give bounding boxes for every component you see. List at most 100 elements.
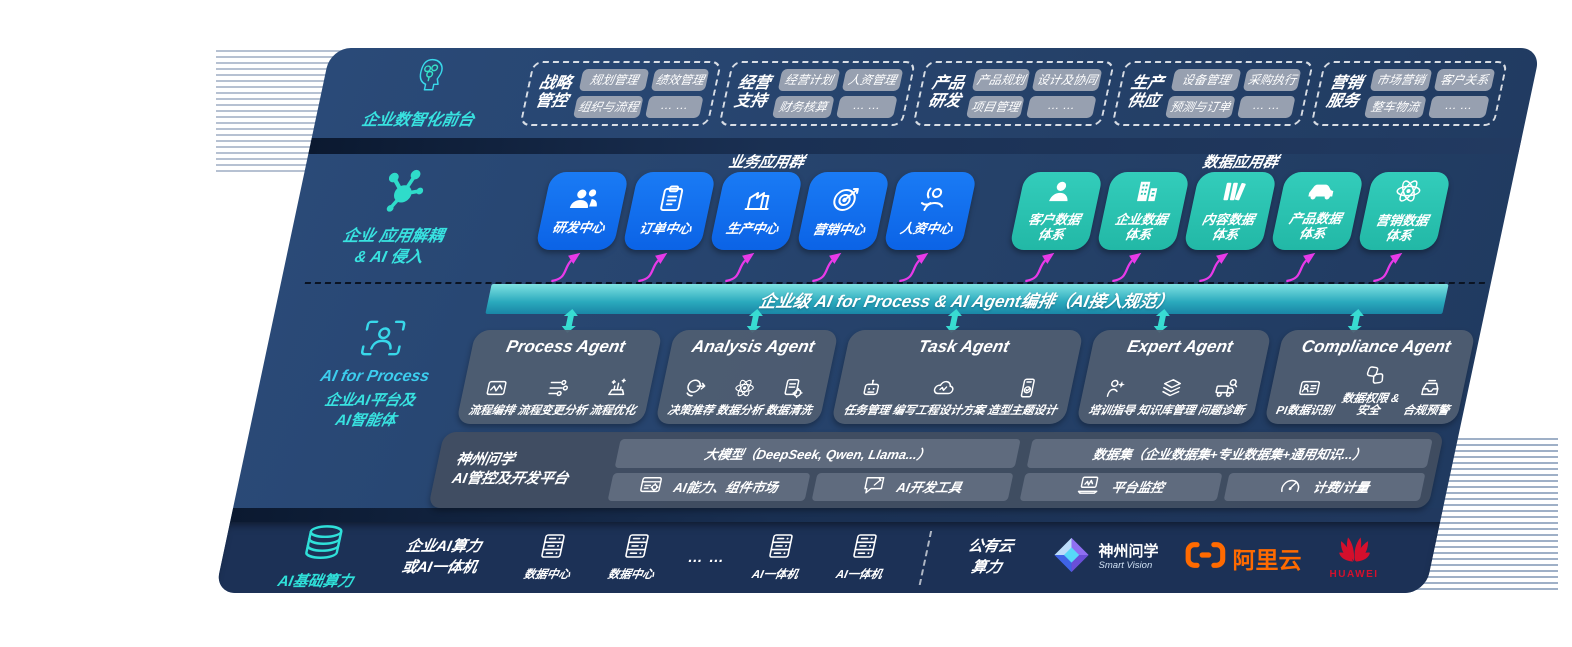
enterprise-compute-label: 企业AI算力 或AI一体机 [400,538,484,576]
card-cell: 生产中心 [702,172,804,282]
ellipsis-label: … … [686,549,727,566]
magenta-arrow [1373,252,1403,282]
app-layer-label-block: 企业 应用解耦 & AI 侵入 [281,154,513,282]
agent-item: 流程变更分析 [516,377,594,418]
flow-orchestration-icon [483,377,510,403]
smartvision-diamond-icon [1053,536,1091,579]
tag: … … [835,95,898,118]
tag: 项目管理 [966,95,1025,118]
layer-edge-strip [308,138,1522,154]
agent-item: 培训指导 [1087,377,1142,418]
customer-icon [1045,179,1075,208]
infra-node: 数据中心 [509,533,591,582]
clipboard-icon [656,185,687,217]
model-bar: 大模型（DeepSeek, Qwen, Llama...） [614,439,1021,468]
front-office-label-block: 企业数智化前台 [313,56,534,130]
alert-tray-icon [1417,377,1444,403]
tag: … … [1237,95,1296,118]
group-strategy: 战略 管控 规划管理 绩效管理 组织与流程 … … [519,60,723,126]
training-icon [1103,377,1130,403]
ai-label-line1: AI for Process [318,368,432,385]
app-layer-label-line1: 企业 应用解耦 [341,227,446,245]
infra-label: AI基础算力 [276,573,355,590]
platform-data-column: 数据集（企业数据集+专业数据集+通用知识...） 平台监控 计费/计量 [1019,439,1433,501]
id-card-icon [1295,377,1322,403]
agents-row: Process Agent 流程编排 流程变更分析 流程优化 [455,330,1477,424]
magenta-arrow [638,252,668,282]
knowledge-layers-icon [1157,377,1184,403]
tag: 绩效管理 [650,68,710,91]
huawei-logo: HUAWEI [1330,535,1379,580]
group-title: 产品 研发 [926,75,967,110]
tag: 规划管理 [578,68,650,91]
card-cell: 客户数据体系 [1002,172,1104,282]
ai-layer-label-block: AI for Process 企业AI平台及 AI智能体 [283,318,467,432]
card-hr-center: 人资中心 [882,172,978,250]
infra-label-block: AI基础算力 [265,524,375,591]
tag: 整车物流 [1364,95,1427,118]
card-cell: 订单中心 [615,172,717,282]
group-operation: 经营 支持 经营计划 人资管理 财务核算 … … [718,60,917,126]
magenta-arrow [899,252,929,282]
tag: 产品规划 [971,68,1031,91]
platform-label-line2: AI管控及开发平台 [450,471,570,487]
magenta-arrow [1199,252,1229,282]
infra-node: AI一体机 [737,533,819,582]
double-arrow-icon [476,309,664,333]
card-cell: 研发中心 [528,172,630,282]
ai-devtool: AI开发工具 [811,472,1014,501]
card-customer-data: 客户数据体系 [1008,172,1104,250]
group-title: 战略 管控 [533,75,574,110]
aliyun-bracket-icon [1185,541,1227,575]
building-icon [1132,179,1162,208]
card-marketing-data: 营销数据体系 [1356,172,1452,250]
tag: 财务核算 [772,95,835,118]
diagram-panel: 企业数智化前台 战略 管控 规划管理 绩效管理 组织与流程 … … [215,48,1541,593]
agent-item: 问题诊断 [1197,377,1252,418]
flow-optimize-icon [604,377,631,403]
magenta-arrow [1025,252,1055,282]
agent-item: PI数据识别 [1275,377,1341,418]
platform-bar: 神州问学 AI管控及开发平台 大模型（DeepSeek, Qwen, Llama… [428,432,1445,508]
data-app-group: 数据应用群 客户数据体系 企业数据体系 [1002,154,1455,282]
public-cloud-label: 公有云 算力 [966,538,1016,576]
agent-item: 决策推荐 [666,377,721,418]
atom-icon [1392,178,1425,209]
infra-layer: AI基础算力 企业AI算力 或AI一体机 数据中心 数据中心 … … AI一体机 [215,522,1441,593]
layer-edge-strip [230,508,1444,522]
dashed-divider [918,530,933,585]
magenta-arrow [725,252,755,282]
app-layer-label-line2: & AI 侵入 [353,248,425,266]
decision-icon [682,377,709,403]
group-product-rd: 产品 研发 产品规划 设计及协同 项目管理 … … [912,60,1116,126]
double-arrow-icon [661,309,849,333]
car-icon [1303,180,1339,207]
factory-icon [741,186,776,217]
card-rd-center: 研发中心 [534,172,630,250]
agent-item: 任务管理 [842,377,897,418]
agent-item: 编写工程设计方案 [891,377,992,418]
engineering-doc-icon [929,377,958,403]
component-market-icon [637,475,664,498]
infra-node: 数据中心 [593,533,675,582]
tag: 客户关系 [1433,68,1496,91]
infra-node: AI一体机 [821,533,903,582]
magenta-arrow [551,252,581,282]
flow-change-icon [543,377,570,403]
platform-model-column: 大模型（DeepSeek, Qwen, Llama...） AI能力、组件市场 … [607,439,1021,501]
card-content-data: 内容数据体系 [1182,172,1278,250]
group-marketing-service: 营销 服务 市场营销 客户关系 整车物流 … … [1310,60,1509,126]
tag: … … [1026,95,1097,118]
tag: 组织与流程 [573,95,644,118]
card-cell: 内容数据体系 [1176,172,1278,282]
server-icon [621,533,653,562]
magenta-arrow [1112,252,1142,282]
person-scan-icon [356,318,410,363]
platform-monitor-tool: 平台监控 [1019,472,1223,501]
metering-tool: 计费/计量 [1223,472,1426,501]
data-group-title: 数据应用群 [1201,154,1280,171]
agent-item: 流程编排 [467,377,522,418]
agent-item: 造型主题设计 [986,377,1064,418]
tag: 设计及协同 [1031,68,1103,91]
